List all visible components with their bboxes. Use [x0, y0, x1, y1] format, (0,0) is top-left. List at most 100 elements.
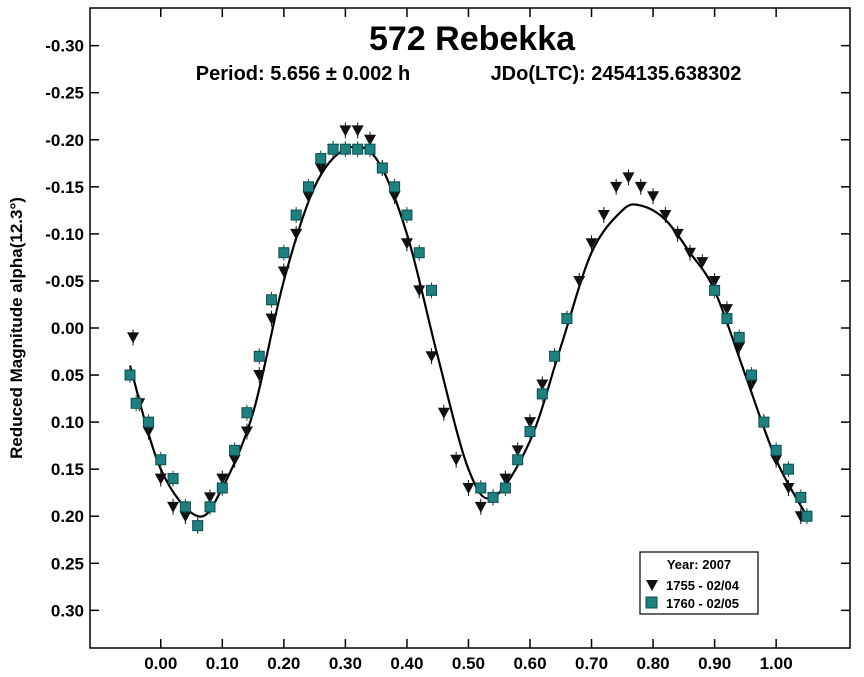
point-1760 — [795, 491, 807, 503]
x-tick-label: 0.30 — [329, 654, 362, 673]
point-1755 — [204, 492, 216, 504]
point-1755 — [265, 313, 278, 325]
point-1760 — [179, 501, 191, 513]
y-axis-ticks: -0.30 -0.25 -0.20 -0.15 -0.10 -0.05 0.00 0.05 0.… — [45, 37, 850, 620]
x-tick-label: 0.50 — [452, 654, 485, 673]
point-1760 — [167, 473, 179, 485]
point-1755 — [400, 238, 413, 250]
point-1755 — [733, 341, 746, 353]
x-tick-label: 0.20 — [267, 654, 300, 673]
point-1755 — [339, 125, 352, 137]
point-1755 — [167, 501, 180, 513]
point-1755 — [142, 426, 155, 438]
point-1755 — [462, 483, 475, 494]
point-1760 — [130, 397, 142, 409]
point-1755 — [290, 228, 303, 240]
point-1755 — [696, 257, 709, 269]
point-1760 — [339, 143, 351, 155]
fit-curve-layer — [128, 145, 808, 518]
point-1755 — [745, 379, 758, 391]
point-1760 — [229, 444, 241, 456]
point-1760 — [364, 143, 376, 155]
point-1760 — [389, 181, 401, 193]
point-1755 — [437, 407, 450, 419]
point-1760 — [302, 181, 314, 193]
point-1755 — [154, 473, 167, 485]
point-1755 — [573, 275, 586, 287]
point-1755 — [610, 181, 623, 193]
point-1755 — [314, 163, 327, 174]
point-1760 — [376, 162, 388, 174]
point-1755 — [127, 332, 140, 344]
point-1755 — [708, 275, 721, 287]
point-1760 — [204, 501, 216, 513]
point-1755 — [720, 304, 733, 316]
point-1755 — [277, 266, 290, 278]
point-1760 — [536, 388, 548, 400]
point-1760 — [426, 284, 438, 296]
point-1755 — [597, 210, 610, 222]
point-1760 — [155, 454, 167, 466]
point-1760 — [401, 209, 413, 221]
legend-box — [639, 551, 759, 615]
y-axis-label: Reduced Magnitude alpha(12.3°) — [7, 197, 26, 459]
point-1760 — [782, 463, 794, 475]
chart-subtitle-period: Period: 5.656 ± 0.002 h — [196, 63, 410, 85]
point-1760 — [512, 454, 524, 466]
x-tick-label: 1.00 — [760, 654, 793, 673]
point-1755 — [511, 445, 524, 457]
point-1760 — [216, 482, 228, 494]
y-tick-label: -0.10 — [45, 225, 84, 244]
y-tick-label: -0.25 — [45, 84, 84, 103]
point-1760 — [733, 331, 745, 343]
legend: Year: 2007 1755 - 02/04 1760 - 02/05 — [639, 551, 759, 615]
point-1760 — [758, 416, 770, 428]
legend-entry-1755: 1755 - 02/04 — [666, 578, 740, 593]
point-1760 — [278, 247, 290, 259]
point-1755 — [622, 172, 635, 184]
y-tick-label: 0.10 — [51, 413, 84, 432]
point-1760 — [142, 416, 154, 428]
point-1755 — [684, 247, 696, 259]
x-axis-ticks: 0.00 0.10 0.20 0.30 0.40 0.50 0.60 0.70 0.80 0.90… — [144, 8, 793, 673]
point-1760 — [475, 482, 487, 494]
point-1755 — [474, 501, 487, 513]
x-tick-label: 0.70 — [575, 654, 608, 673]
chart-title: 572 Rebekka — [369, 20, 576, 58]
fourier-fit-curve — [128, 145, 808, 518]
x-tick-label: 0.10 — [206, 654, 239, 673]
point-1760 — [561, 313, 573, 325]
y-tick-label: 0.05 — [51, 366, 84, 385]
y-tick-label: 0.15 — [51, 460, 84, 479]
legend-marker-1760 — [645, 596, 658, 609]
point-1755 — [647, 191, 660, 203]
x-tick-label: 0.90 — [698, 654, 731, 673]
point-1755 — [388, 191, 401, 203]
point-1760 — [315, 153, 327, 165]
point-1760 — [266, 294, 278, 306]
point-1760 — [290, 209, 302, 221]
point-1760 — [352, 143, 364, 155]
y-tick-label: -0.05 — [45, 272, 84, 291]
y-tick-label: 0.25 — [51, 554, 84, 573]
point-1755 — [179, 511, 192, 523]
point-1755 — [302, 191, 315, 203]
point-1755 — [585, 238, 598, 250]
x-tick-label: 0.60 — [513, 654, 546, 673]
y-tick-label: -0.15 — [45, 178, 84, 197]
point-1755 — [425, 351, 438, 363]
chart-subtitle-epoch: JDo(LTC): 2454135.638302 — [491, 63, 742, 85]
point-1760 — [124, 369, 136, 381]
point-1755 — [782, 483, 795, 494]
point-1760 — [801, 510, 813, 522]
y-tick-label: -0.20 — [45, 131, 84, 150]
point-1755 — [524, 417, 536, 429]
point-1760 — [192, 520, 204, 532]
point-1755 — [216, 473, 229, 485]
point-1760 — [770, 444, 782, 456]
point-1760 — [487, 491, 499, 503]
point-1755 — [499, 473, 512, 485]
point-1760 — [709, 284, 721, 296]
point-1755 — [351, 125, 364, 137]
legend-marker-1755 — [646, 580, 658, 591]
